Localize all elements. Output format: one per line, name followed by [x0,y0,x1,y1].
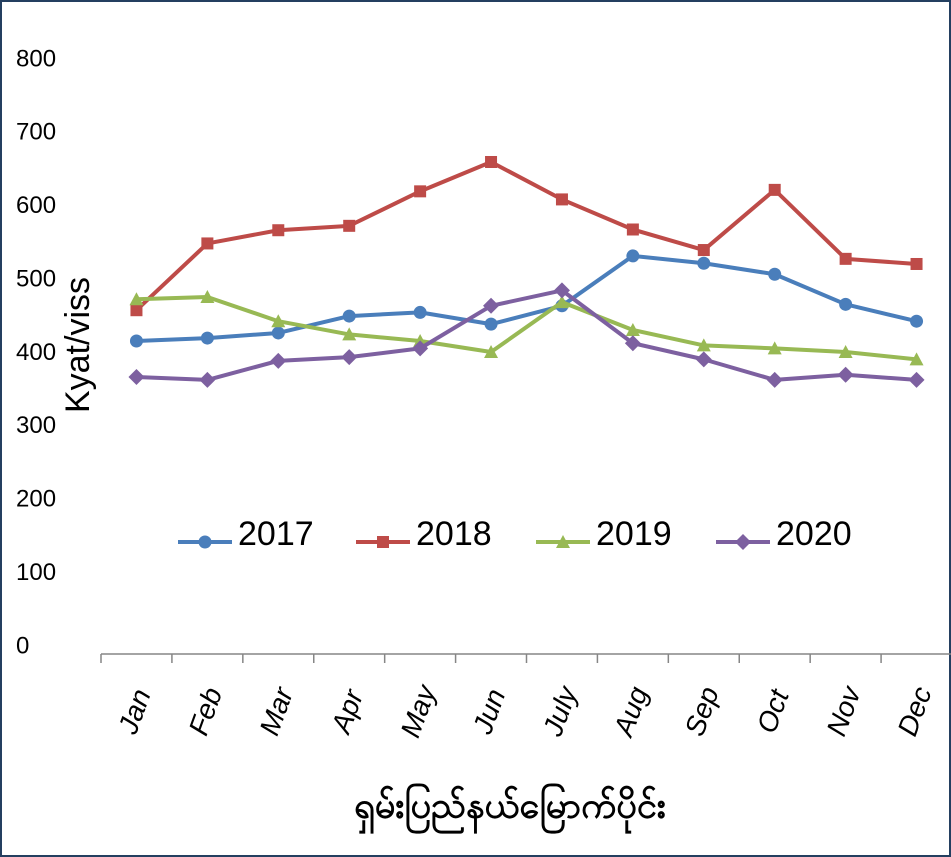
data-point [696,338,711,352]
data-point [413,305,427,319]
data-point [412,340,429,357]
data-point [768,183,781,196]
data-point [624,335,641,352]
data-point [342,327,357,341]
y-tick-label: 500 [16,265,56,292]
data-point [626,223,639,236]
data-point [910,314,924,328]
y-tick-label: 400 [16,339,56,366]
data-point [130,304,143,317]
data-point [553,282,570,299]
data-point [199,371,216,388]
data-point [128,368,145,385]
data-point [555,193,568,206]
data-point [910,257,923,270]
data-point [414,185,427,198]
data-point [839,252,852,265]
data-point [272,224,285,237]
legend-marker [377,536,389,548]
series-line [136,295,917,362]
data-point [271,326,285,340]
data-point [483,297,500,314]
data-point [270,352,287,369]
series-line [136,288,917,382]
data-point [200,331,214,345]
data-point [837,366,854,383]
data-point [908,371,925,388]
data-point [626,249,640,263]
data-point [839,297,853,311]
data-point [695,351,712,368]
data-point [625,323,640,337]
y-tick-label: 300 [16,412,56,439]
y-tick-label: 100 [16,559,56,586]
data-point [341,349,358,366]
data-point [200,290,215,304]
data-point [766,371,783,388]
y-tick-label: 800 [16,45,56,72]
legend-label: 2018 [416,515,492,553]
data-point [697,244,710,257]
data-point [342,309,356,323]
data-point [129,334,143,348]
legend-marker [556,535,570,548]
legend-label: 2019 [596,515,672,553]
data-point [554,295,569,309]
data-point [768,267,782,281]
series-line [136,253,918,344]
data-point [484,317,498,331]
legend-label: 2020 [776,515,852,553]
legend-marker [198,535,212,549]
data-point [484,345,499,359]
data-point [838,345,853,359]
series-line [135,159,917,312]
legend-marker [735,534,751,550]
data-point [697,256,711,270]
data-point [201,237,214,250]
data-point [909,352,924,366]
y-tick-label: 600 [16,192,56,219]
data-point [343,219,356,232]
y-tick-label: 700 [16,119,56,146]
data-point [271,314,286,328]
data-point [129,292,144,306]
data-point [485,155,498,168]
y-tick-label: 0 [16,632,29,659]
y-axis-title: Kyat/viss [59,277,97,413]
data-point [767,341,782,355]
legend-label: 2017 [238,515,314,553]
y-tick-label: 200 [16,486,56,513]
